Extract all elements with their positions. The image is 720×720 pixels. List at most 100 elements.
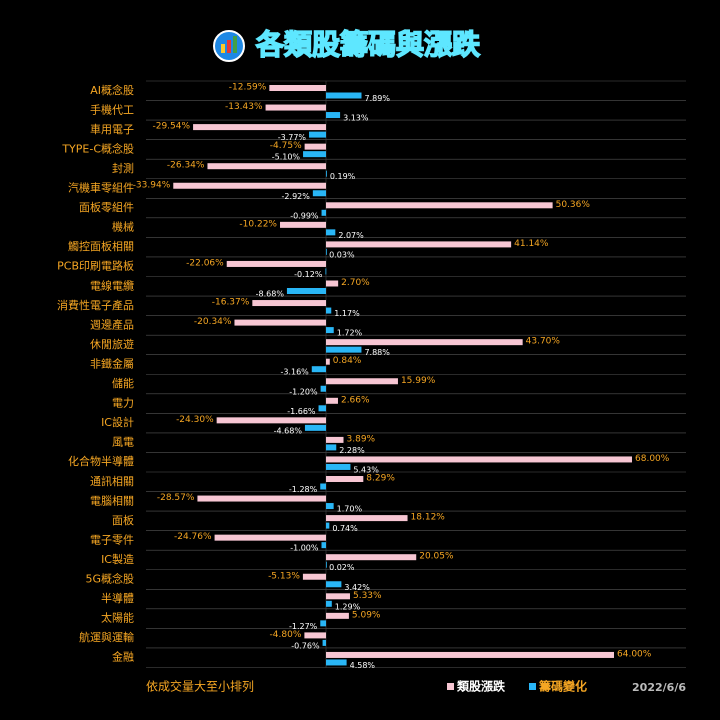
category-label: 半導體 — [101, 591, 134, 605]
value-label: 64.00% — [617, 649, 652, 659]
value-label: -33.94% — [133, 180, 171, 190]
value-label: 2.66% — [341, 395, 370, 405]
value-label: -4.80% — [270, 630, 302, 640]
category-label: 週邊產品 — [90, 317, 134, 331]
legend-swatch — [447, 683, 454, 690]
bar — [234, 319, 326, 326]
value-label: 3.89% — [347, 434, 376, 444]
value-label: 2.28% — [339, 446, 365, 455]
value-label: -29.54% — [152, 122, 190, 132]
bar — [326, 612, 349, 619]
bar — [265, 104, 326, 111]
value-label: 7.89% — [365, 94, 391, 103]
value-label: -1.27% — [289, 622, 318, 631]
bar — [302, 573, 326, 580]
bar — [326, 229, 336, 236]
value-label: 0.74% — [332, 524, 358, 533]
bar — [325, 268, 327, 275]
bar — [326, 515, 408, 522]
value-label: -1.00% — [290, 544, 319, 553]
value-label: 1.29% — [335, 602, 361, 611]
value-label: -4.75% — [270, 141, 302, 151]
value-label: -16.37% — [212, 298, 250, 308]
bar — [312, 190, 326, 197]
value-label: 1.72% — [337, 329, 363, 338]
value-label: -5.13% — [268, 571, 300, 581]
logo — [213, 30, 245, 62]
bar — [304, 143, 326, 150]
value-label: 50.36% — [556, 200, 591, 210]
category-label: 電腦相關 — [90, 493, 134, 507]
value-label: 41.14% — [514, 239, 549, 249]
category-label: 5G概念股 — [85, 572, 134, 586]
value-label: 15.99% — [401, 376, 436, 386]
category-label: 休閒旅遊 — [90, 337, 134, 351]
value-label: -0.76% — [291, 641, 320, 650]
category-label: 航運與運輸 — [79, 630, 134, 644]
value-label: -1.28% — [289, 485, 318, 494]
category-label: 通訊相關 — [90, 474, 134, 488]
category-label: 封測 — [112, 161, 134, 175]
bar — [326, 554, 417, 561]
category-label: IC製造 — [101, 552, 134, 566]
bar — [286, 288, 326, 294]
value-label: 0.84% — [333, 356, 362, 366]
value-label: 0.03% — [329, 250, 355, 259]
value-label: -12.59% — [229, 83, 267, 93]
value-label: 43.70% — [526, 337, 561, 347]
bar — [326, 476, 364, 482]
bar — [226, 260, 326, 267]
category-label: 面板零組件 — [79, 200, 134, 214]
bar — [326, 600, 332, 607]
value-label: 18.12% — [411, 513, 446, 523]
value-label: 68.00% — [635, 454, 670, 464]
bar — [326, 280, 339, 287]
category-label: 風電 — [112, 436, 134, 449]
bar — [326, 503, 334, 510]
value-label: -3.77% — [278, 133, 307, 142]
value-label: -2.92% — [282, 192, 311, 201]
bar — [326, 307, 332, 314]
bar — [214, 534, 326, 541]
value-label: -4.68% — [274, 426, 303, 435]
category-label: 觸控面板相關 — [68, 239, 134, 253]
value-label: -10.22% — [239, 219, 277, 229]
category-label: 太陽能 — [101, 611, 134, 625]
bar — [216, 417, 326, 424]
bar — [326, 358, 330, 365]
value-label: -24.76% — [174, 532, 212, 542]
value-label: -5.10% — [272, 153, 301, 162]
category-label: 機械 — [112, 220, 134, 234]
bar — [269, 85, 326, 91]
bar — [326, 346, 362, 353]
value-label: 8.29% — [366, 474, 395, 484]
category-label: 電子零件 — [90, 533, 134, 546]
category-label: 化合物半導體 — [68, 454, 134, 468]
bar — [326, 593, 350, 600]
category-label: 電力 — [112, 397, 134, 410]
value-label: 0.02% — [329, 563, 355, 572]
category-label: 車用電子 — [90, 122, 134, 136]
bar — [207, 163, 326, 170]
bar — [326, 327, 334, 334]
value-label: 4.58% — [350, 661, 376, 670]
bar — [321, 209, 326, 216]
category-label: 面板 — [112, 513, 134, 527]
value-label: -3.16% — [280, 368, 309, 377]
bar — [318, 405, 326, 412]
value-label: -26.34% — [167, 161, 205, 171]
bar — [326, 339, 523, 346]
bar — [326, 170, 327, 177]
bar — [252, 300, 326, 307]
value-label: -0.12% — [294, 270, 323, 279]
category-label: 汽機車零組件 — [68, 181, 134, 195]
bar — [322, 639, 326, 646]
bar — [173, 182, 326, 189]
category-label: 非鐵金屬 — [90, 356, 134, 370]
bar — [326, 444, 337, 451]
bar — [320, 483, 326, 490]
category-label: PCB印刷電路板 — [57, 259, 134, 273]
legend-swatch — [529, 683, 536, 690]
